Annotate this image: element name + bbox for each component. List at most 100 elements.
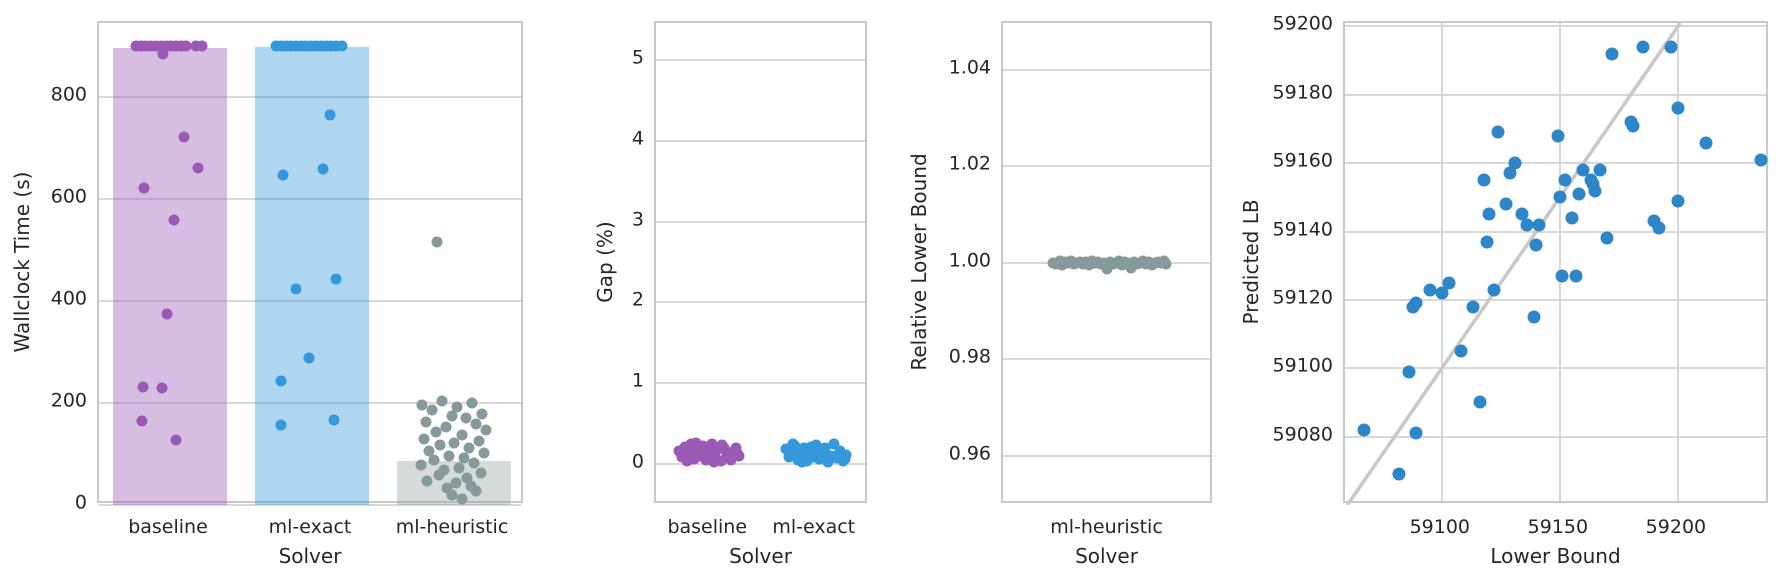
data-point bbox=[715, 455, 727, 467]
data-point bbox=[178, 131, 190, 143]
gridline bbox=[656, 59, 865, 62]
identity-line bbox=[1345, 23, 1682, 505]
x-tick-label: ml-exact bbox=[268, 516, 352, 538]
data-point bbox=[478, 447, 490, 459]
data-point bbox=[813, 453, 825, 465]
data-point bbox=[839, 453, 851, 465]
data-point bbox=[1491, 125, 1505, 139]
data-point bbox=[290, 283, 302, 295]
data-point bbox=[1515, 207, 1529, 221]
data-point bbox=[1357, 423, 1371, 437]
data-point bbox=[275, 375, 287, 387]
data-point bbox=[426, 404, 438, 416]
y-tick-label: 800 bbox=[50, 83, 87, 106]
bar-ml-exact bbox=[255, 47, 369, 505]
gridline bbox=[1003, 454, 1210, 457]
gridline bbox=[1345, 162, 1766, 165]
gridline bbox=[1345, 435, 1766, 438]
data-point bbox=[461, 472, 473, 484]
x-tick-label: ml-exact bbox=[772, 516, 856, 538]
gridline bbox=[99, 95, 521, 98]
x-tick-label: baseline bbox=[667, 516, 748, 538]
data-point bbox=[1503, 166, 1517, 180]
x-axis-label: Solver bbox=[278, 544, 342, 568]
data-point bbox=[1098, 257, 1109, 269]
gridline bbox=[1003, 165, 1210, 168]
data-point bbox=[1466, 300, 1479, 314]
data-point bbox=[458, 452, 470, 464]
data-point bbox=[1473, 395, 1487, 409]
data-point bbox=[441, 482, 453, 494]
data-point bbox=[446, 410, 458, 422]
data-point bbox=[679, 441, 691, 453]
data-point bbox=[137, 381, 149, 393]
x-tick-label: 59200 bbox=[1645, 516, 1707, 538]
data-point bbox=[1454, 344, 1468, 358]
y-axis-label: Wallclock Time (s) bbox=[10, 171, 34, 353]
data-point bbox=[168, 214, 180, 226]
data-point bbox=[1588, 184, 1602, 197]
data-point bbox=[330, 273, 342, 285]
data-point bbox=[1569, 269, 1583, 283]
y-tick-label: 59100 bbox=[1272, 354, 1333, 377]
data-point bbox=[1626, 119, 1640, 133]
data-point bbox=[716, 439, 728, 451]
data-point bbox=[448, 437, 460, 449]
data-point bbox=[1409, 426, 1423, 440]
data-point bbox=[303, 352, 315, 364]
data-point bbox=[1482, 207, 1496, 221]
x-axis-label: Solver bbox=[1075, 544, 1138, 568]
data-point bbox=[190, 40, 202, 52]
data-point bbox=[1487, 283, 1501, 297]
y-tick-label: 0 bbox=[74, 491, 87, 514]
data-point bbox=[1754, 153, 1768, 167]
data-point bbox=[1125, 262, 1136, 274]
data-point bbox=[473, 435, 485, 447]
data-point bbox=[170, 434, 182, 446]
data-point bbox=[1671, 194, 1685, 208]
y-tick-label: 59160 bbox=[1272, 149, 1333, 172]
data-point bbox=[1392, 467, 1406, 481]
data-point bbox=[1664, 40, 1678, 54]
data-point bbox=[1442, 276, 1456, 290]
data-point bbox=[805, 441, 817, 453]
data-point bbox=[192, 162, 204, 174]
data-point bbox=[428, 454, 440, 466]
gridline bbox=[656, 220, 865, 223]
data-point bbox=[824, 451, 836, 463]
data-point bbox=[180, 40, 192, 52]
data-point bbox=[699, 448, 711, 460]
data-point bbox=[807, 451, 819, 463]
y-tick-label: 0.96 bbox=[948, 442, 991, 465]
data-point bbox=[466, 397, 478, 409]
data-point bbox=[275, 419, 287, 431]
data-point bbox=[431, 236, 443, 248]
data-point bbox=[1652, 221, 1666, 235]
gridline bbox=[1003, 358, 1210, 361]
data-point bbox=[433, 469, 445, 481]
data-point bbox=[1558, 173, 1572, 187]
data-point bbox=[1636, 40, 1649, 54]
y-tick-label: 59180 bbox=[1272, 81, 1333, 104]
data-point bbox=[138, 182, 150, 194]
y-tick-label: 4 bbox=[631, 127, 644, 150]
y-tick-label: 3 bbox=[631, 208, 644, 231]
data-point bbox=[450, 477, 462, 489]
data-point bbox=[423, 445, 435, 457]
data-point bbox=[833, 448, 845, 460]
data-point bbox=[418, 433, 430, 445]
x-tick-label: 59100 bbox=[1409, 516, 1471, 538]
data-point bbox=[725, 454, 737, 466]
data-point bbox=[1160, 258, 1171, 270]
data-point bbox=[691, 444, 703, 456]
y-tick-label: 1.00 bbox=[948, 249, 991, 272]
x-tick-label: ml-heuristic bbox=[1050, 516, 1163, 538]
data-point bbox=[451, 401, 463, 413]
data-point bbox=[453, 462, 465, 474]
data-point bbox=[676, 451, 688, 463]
y-tick-label: 5 bbox=[631, 46, 644, 69]
data-point bbox=[324, 109, 336, 121]
data-point bbox=[421, 475, 433, 487]
data-point bbox=[328, 414, 340, 426]
data-point bbox=[673, 445, 685, 457]
